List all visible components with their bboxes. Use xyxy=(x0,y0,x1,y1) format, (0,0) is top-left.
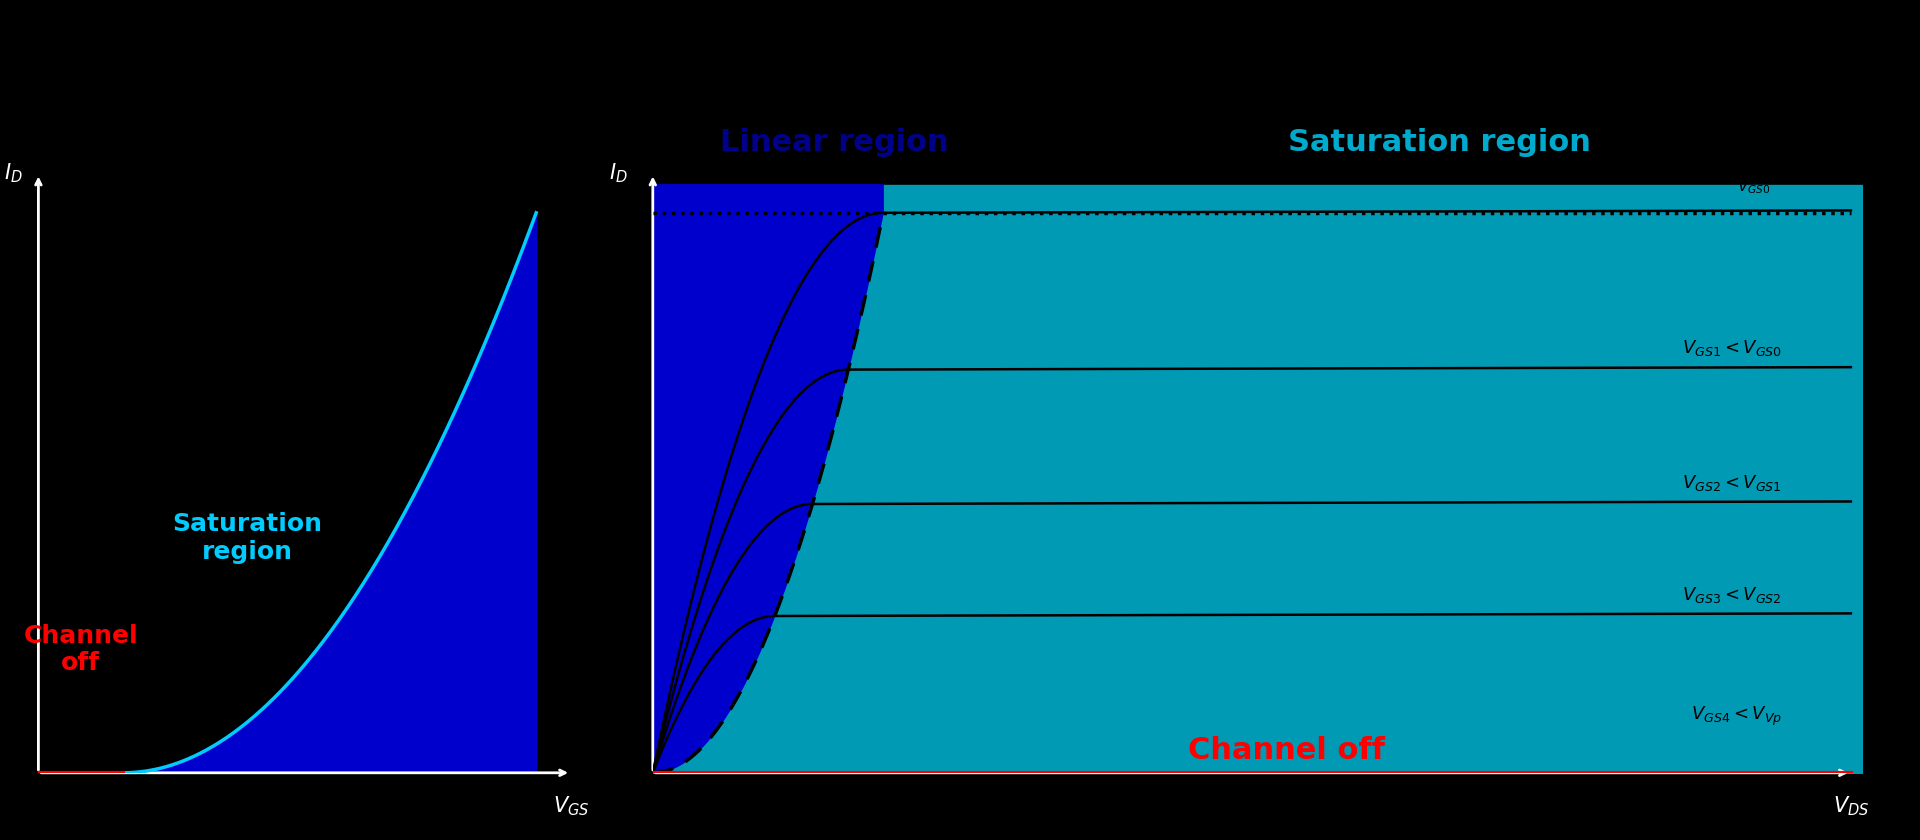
Polygon shape xyxy=(653,185,883,773)
Text: $I_D$: $I_D$ xyxy=(609,162,628,186)
Text: $I_D$: $I_D$ xyxy=(4,162,23,186)
Text: $V_{GS1}<V_{GS0}$: $V_{GS1}<V_{GS0}$ xyxy=(1682,339,1782,359)
Text: $V_{GS0}$: $V_{GS0}$ xyxy=(1736,177,1770,196)
Text: Saturation
region: Saturation region xyxy=(173,512,323,564)
Text: Channel
off: Channel off xyxy=(23,623,138,675)
Text: $V_{GS2}<V_{GS1}$: $V_{GS2}<V_{GS1}$ xyxy=(1682,473,1782,493)
Text: Channel off: Channel off xyxy=(1188,736,1384,765)
Text: $V_{DS}$: $V_{DS}$ xyxy=(1834,795,1868,818)
Text: $V_{GS4}<V_{Vp}$: $V_{GS4}<V_{Vp}$ xyxy=(1692,705,1782,728)
Text: Linear region: Linear region xyxy=(720,129,948,157)
Text: $V_{GS3}<V_{GS2}$: $V_{GS3}<V_{GS2}$ xyxy=(1682,585,1782,605)
Text: $V_{GS}$: $V_{GS}$ xyxy=(553,795,589,818)
Text: Saturation region: Saturation region xyxy=(1288,129,1590,157)
